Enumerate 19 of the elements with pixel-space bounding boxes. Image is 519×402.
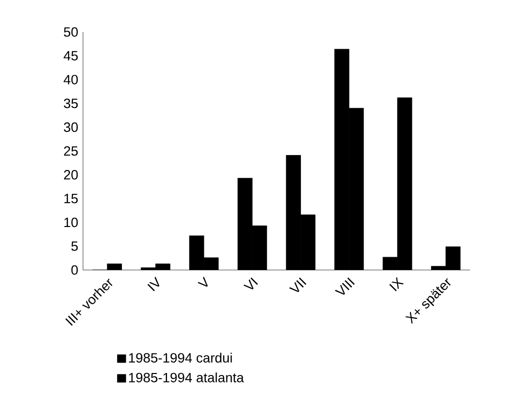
legend-label: 1985-1994 atalanta	[129, 372, 244, 382]
y-tick-label: 50	[64, 27, 78, 37]
x-tick-label: V	[198, 276, 208, 287]
y-tick-label: 0	[71, 265, 78, 275]
y-tick-label: 25	[64, 146, 78, 156]
y-tick-label: 30	[64, 122, 78, 132]
x-tick-label: VIII	[334, 277, 355, 295]
legend-label: 1985-1994 cardui	[129, 352, 232, 363]
y-tick-label: 15	[64, 194, 78, 204]
y-tick-label: 20	[64, 170, 78, 180]
y-tick-label: 5	[71, 242, 78, 251]
x-tick-label: VI	[243, 277, 258, 290]
y-tick-label: 40	[64, 74, 78, 84]
x-tick-label: IV	[147, 276, 160, 292]
y-tick-label: 35	[64, 98, 78, 108]
y-tick-label: 45	[64, 51, 78, 60]
x-tick-label: IX	[389, 277, 404, 292]
x-tick-label: VII	[289, 277, 306, 292]
y-tick-label: 10	[64, 218, 78, 228]
